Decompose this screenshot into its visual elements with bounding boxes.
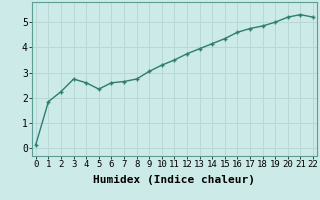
- X-axis label: Humidex (Indice chaleur): Humidex (Indice chaleur): [93, 175, 255, 185]
